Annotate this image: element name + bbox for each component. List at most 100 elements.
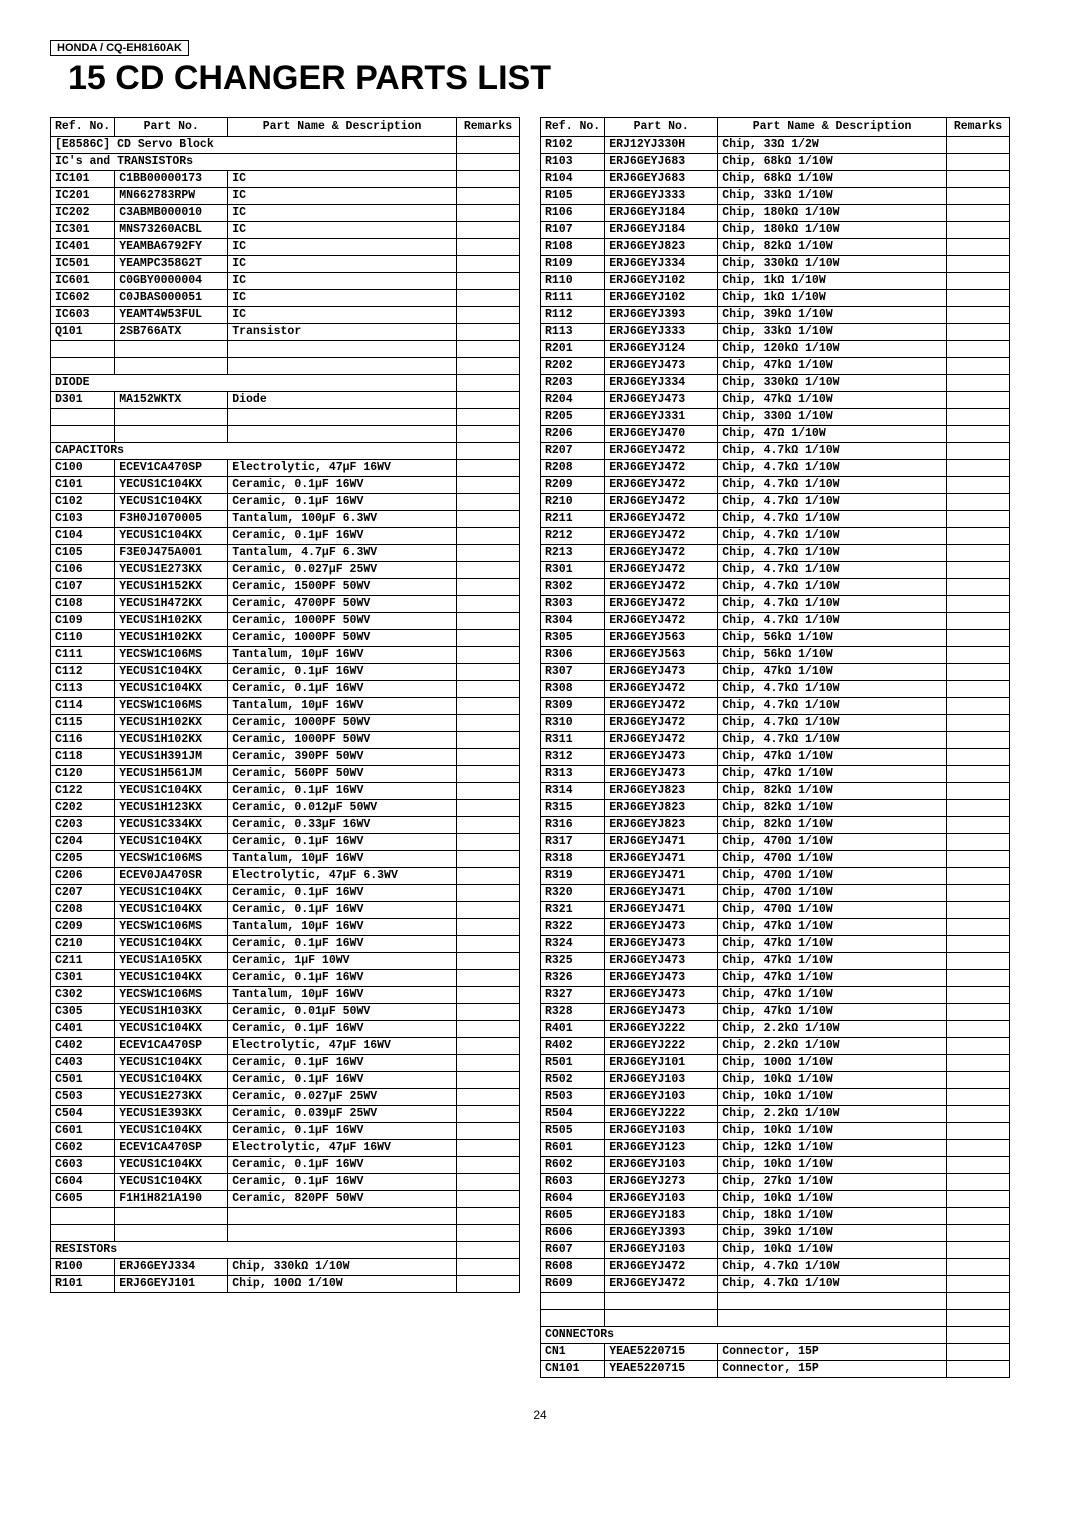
cell-pn: YECUS1C104KX	[115, 494, 228, 511]
cell-desc: Chip, 12kΩ 1/10W	[718, 1140, 947, 1157]
cell-pn: YECUS1H152KX	[115, 579, 228, 596]
cell-rem	[457, 205, 520, 222]
cell-ref: C206	[51, 868, 115, 885]
table-row: R205ERJ6GEYJ331Chip, 330Ω 1/10W	[541, 409, 1010, 426]
cell-rem	[947, 222, 1010, 239]
cell-rem	[947, 1123, 1010, 1140]
cell-ref: IC601	[51, 273, 115, 290]
table-row: C102YECUS1C104KXCeramic, 0.1µF 16WV	[51, 494, 520, 511]
cell-rem	[947, 1242, 1010, 1259]
cell-pn: ERJ6GEYJ823	[605, 239, 718, 256]
table-row	[51, 409, 520, 426]
table-row: C204YECUS1C104KXCeramic, 0.1µF 16WV	[51, 834, 520, 851]
cell-rem	[947, 477, 1010, 494]
cell-desc: IC	[228, 205, 457, 222]
table-row: CN101YEAE5220715Connector, 15P	[541, 1361, 1010, 1378]
cell-desc: Chip, 82kΩ 1/10W	[718, 817, 947, 834]
section-label: CAPACITORs	[51, 443, 457, 460]
table-row: C206ECEV0JA470SRElectrolytic, 47µF 6.3WV	[51, 868, 520, 885]
cell-desc: Chip, 47kΩ 1/10W	[718, 358, 947, 375]
cell-desc: Chip, 100Ω 1/10W	[228, 1276, 457, 1293]
cell-pn: YECSW1C106MS	[115, 987, 228, 1004]
cell-ref: R110	[541, 273, 605, 290]
table-row: R503ERJ6GEYJ103Chip, 10kΩ 1/10W	[541, 1089, 1010, 1106]
cell-ref: R328	[541, 1004, 605, 1021]
table-row: R325ERJ6GEYJ473Chip, 47kΩ 1/10W	[541, 953, 1010, 970]
cell-desc: IC	[228, 256, 457, 273]
cell-ref: C115	[51, 715, 115, 732]
cell-pn: YECUS1C104KX	[115, 834, 228, 851]
cell-rem	[947, 664, 1010, 681]
hdr-desc: Part Name & Description	[718, 118, 947, 137]
table-row: R204ERJ6GEYJ473Chip, 47kΩ 1/10W	[541, 392, 1010, 409]
cell-desc: Chip, 470Ω 1/10W	[718, 885, 947, 902]
cell-desc: Tantalum, 4.7µF 6.3WV	[228, 545, 457, 562]
cell-desc: Chip, 2.2kΩ 1/10W	[718, 1106, 947, 1123]
cell-desc: Chip, 47kΩ 1/10W	[718, 664, 947, 681]
section-label: RESISTORs	[51, 1242, 457, 1259]
cell-ref: R319	[541, 868, 605, 885]
cell-pn: ERJ6GEYJ563	[605, 647, 718, 664]
cell-desc: Chip, 33Ω 1/2W	[718, 137, 947, 154]
cell-ref: R103	[541, 154, 605, 171]
cell-desc: Chip, 10kΩ 1/10W	[718, 1089, 947, 1106]
cell-rem	[947, 902, 1010, 919]
cell-desc: Chip, 10kΩ 1/10W	[718, 1123, 947, 1140]
cell-pn: ERJ6GEYJ473	[605, 766, 718, 783]
cell-rem	[457, 1276, 520, 1293]
cell-ref: R301	[541, 562, 605, 579]
table-row: R210ERJ6GEYJ472Chip, 4.7kΩ 1/10W	[541, 494, 1010, 511]
cell-rem	[947, 766, 1010, 783]
cell-desc: Chip, 4.7kΩ 1/10W	[718, 545, 947, 562]
cell-rem	[947, 494, 1010, 511]
cell-desc: Chip, 47kΩ 1/10W	[718, 970, 947, 987]
cell-desc: Ceramic, 0.039µF 25WV	[228, 1106, 457, 1123]
table-row: C501YECUS1C104KXCeramic, 0.1µF 16WV	[51, 1072, 520, 1089]
table-row: R603ERJ6GEYJ273Chip, 27kΩ 1/10W	[541, 1174, 1010, 1191]
cell-rem	[947, 324, 1010, 341]
cell-desc: Ceramic, 0.1µF 16WV	[228, 494, 457, 511]
table-row: C113YECUS1C104KXCeramic, 0.1µF 16WV	[51, 681, 520, 698]
cell-ref: R113	[541, 324, 605, 341]
cell-ref: C104	[51, 528, 115, 545]
cell-desc: Ceramic, 0.1µF 16WV	[228, 1072, 457, 1089]
cell-rem	[457, 970, 520, 987]
cell-ref: C401	[51, 1021, 115, 1038]
cell-desc: Ceramic, 560PF 50WV	[228, 766, 457, 783]
section-label: CONNECTORs	[541, 1327, 947, 1344]
cell-pn: ERJ6GEYJ473	[605, 919, 718, 936]
cell-pn: ERJ6GEYJ103	[605, 1123, 718, 1140]
cell-ref: R112	[541, 307, 605, 324]
cell-ref: R105	[541, 188, 605, 205]
cell-pn: YEAMBA6792FY	[115, 239, 228, 256]
cell-ref: R326	[541, 970, 605, 987]
cell-pn: ERJ6GEYJ102	[605, 273, 718, 290]
cell-desc: Tantalum, 10µF 16WV	[228, 698, 457, 715]
cell-pn: YECUS1C104KX	[115, 681, 228, 698]
cell-pn: ERJ6GEYJ472	[605, 613, 718, 630]
table-row: R109ERJ6GEYJ334Chip, 330kΩ 1/10W	[541, 256, 1010, 273]
cell-desc: Chip, 4.7kΩ 1/10W	[718, 579, 947, 596]
columns-container: Ref. No. Part No. Part Name & Descriptio…	[50, 117, 1030, 1378]
cell-rem	[457, 1174, 520, 1191]
section-label: DIODE	[51, 375, 457, 392]
cell-ref: R302	[541, 579, 605, 596]
cell-pn: ERJ6GEYJ472	[605, 545, 718, 562]
table-row: R307ERJ6GEYJ473Chip, 47kΩ 1/10W	[541, 664, 1010, 681]
cell-ref: R211	[541, 511, 605, 528]
cell-ref: R201	[541, 341, 605, 358]
cell-ref: R601	[541, 1140, 605, 1157]
hdr-ref: Ref. No.	[541, 118, 605, 137]
cell-pn: ERJ6GEYJ184	[605, 222, 718, 239]
table-row: CAPACITORs	[51, 443, 520, 460]
cell-desc: Chip, 330kΩ 1/10W	[718, 256, 947, 273]
cell-ref: R316	[541, 817, 605, 834]
cell-ref: C112	[51, 664, 115, 681]
section-label: [E8586C] CD Servo Block	[51, 137, 457, 154]
cell-pn: YECUS1H102KX	[115, 630, 228, 647]
cell-ref: R307	[541, 664, 605, 681]
cell-desc: Chip, 4.7kΩ 1/10W	[718, 681, 947, 698]
cell-pn: ECEV1CA470SP	[115, 1038, 228, 1055]
cell-rem	[947, 647, 1010, 664]
cell-ref: D301	[51, 392, 115, 409]
